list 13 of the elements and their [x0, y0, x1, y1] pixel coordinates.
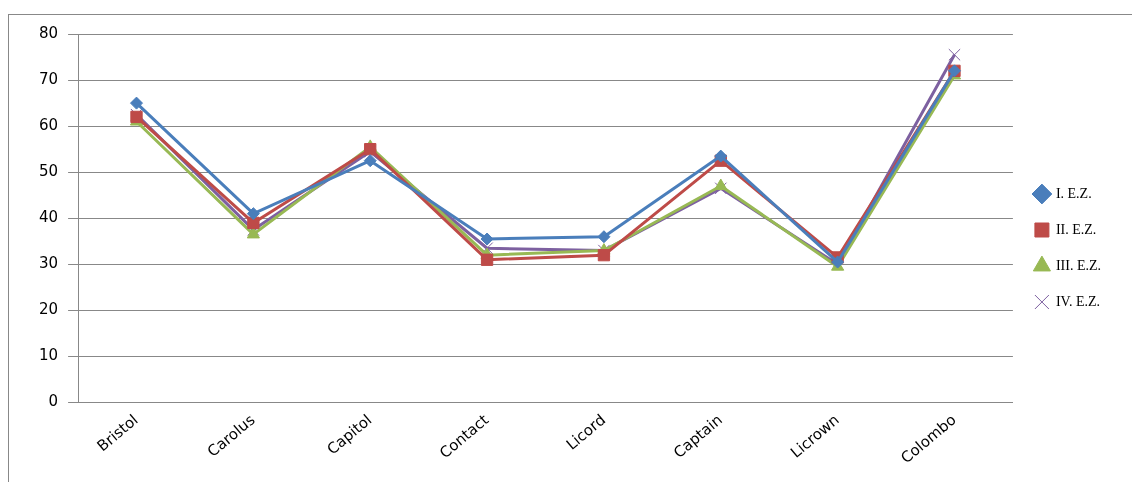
legend-label: II. E.Z. [1055, 221, 1097, 237]
legend-label: I. E.Z. [1055, 185, 1092, 201]
y-tick-label: 60 [38, 116, 59, 135]
y-tick-label: 30 [38, 254, 59, 273]
legend-label: IV. E.Z. [1055, 293, 1100, 309]
y-tick-label: 80 [38, 23, 59, 42]
legend-label: III. E.Z. [1055, 257, 1101, 273]
y-tick-label: 20 [38, 300, 59, 319]
y-tick-label: 70 [38, 69, 59, 88]
y-tick-label: 0 [48, 392, 59, 411]
y-tick-label: 10 [38, 346, 59, 365]
y-tick-label: 50 [38, 162, 59, 181]
y-tick-label: 40 [38, 208, 59, 227]
